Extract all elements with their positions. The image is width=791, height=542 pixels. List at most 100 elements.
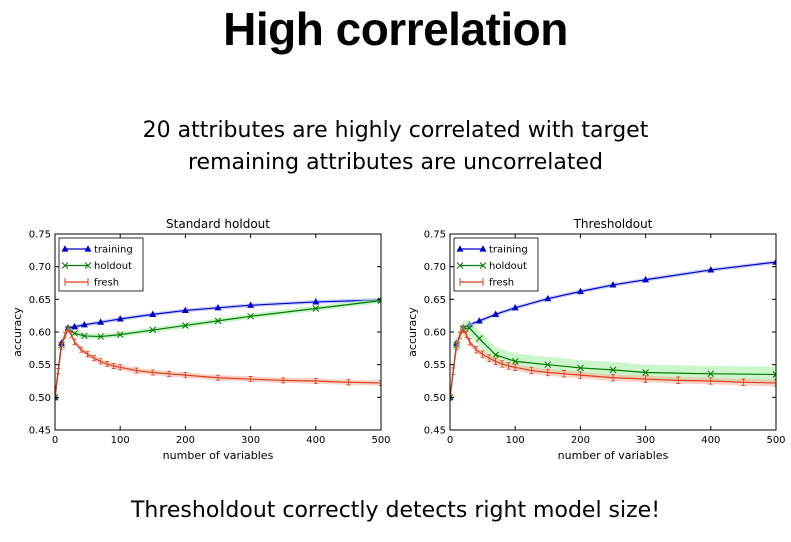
errorbar-fresh [562,370,567,378]
y-axis-label: accuracy [406,307,419,357]
errorbar-fresh [134,367,139,374]
y-tick-label: 0.70 [29,262,51,273]
errorbar-fresh [379,379,381,386]
point-training [707,266,715,273]
y-tick-label: 0.50 [424,393,446,404]
line-fresh [55,328,381,398]
errorbar-fresh [451,367,456,375]
point-training [642,275,650,283]
y-tick-label: 0.45 [424,426,446,437]
point-training [544,294,552,302]
legend-label-training: training [94,245,133,256]
point-holdout [577,364,584,372]
errorbar-fresh [216,374,220,381]
y-tick-label: 0.60 [29,328,51,339]
slide-subtitle-line-2: remaining attributes are uncorrelated [188,150,603,175]
point-holdout [475,335,483,342]
legend-label-holdout: holdout [94,261,132,272]
point-training [576,287,584,295]
x-tick-label: 300 [241,435,260,446]
y-tick-label: 0.45 [29,426,51,437]
band-holdout [450,320,776,406]
point-training [71,322,79,330]
point-training [492,310,500,317]
legend-marker-holdout [456,262,464,269]
point-holdout [55,393,59,401]
errorbar-fresh [741,378,746,386]
errorbar-fresh [313,377,318,385]
errorbar-fresh [167,370,172,377]
errorbar-fresh [467,338,472,346]
chart-standard-holdout: Standard holdout 0 100 200 300 400 500 0.45 0.50… [11,217,391,462]
errorbar-fresh [56,368,61,375]
errorbar-fresh [461,325,466,334]
errorbar-fresh [281,377,286,384]
y-tick-label: 0.60 [424,328,446,339]
band-holdout [55,298,381,400]
errorbar-fresh [248,376,253,383]
errorbar-fresh [454,342,459,351]
y-tick-label: 0.75 [29,230,51,241]
point-holdout [247,312,254,320]
errorbar-fresh [487,354,492,362]
x-tick-label: 100 [506,435,525,446]
x-tick-label: 400 [701,435,720,446]
errorbar-fresh [500,360,505,368]
slide-title: High correlation [223,3,568,55]
legend-marker-holdout [61,262,69,269]
legend-marker-holdout [84,262,92,269]
errorbar-fresh [85,351,90,358]
plot-area [450,258,776,406]
point-training [80,321,88,328]
x-tick-label: 200 [176,435,195,446]
legend: training holdout fresh [453,237,539,292]
errorbar-fresh [457,331,462,339]
errorbar-fresh [529,366,534,375]
errorbar-fresh [545,368,550,377]
errorbar-fresh [450,393,452,401]
y-tick-label: 0.55 [424,360,446,371]
point-holdout [544,361,552,369]
x-axis-label: number of variables [558,449,669,462]
errorbar-fresh [105,361,110,368]
y-tick-label: 0.75 [424,230,446,241]
legend-label-training: training [489,245,528,256]
plot-area [55,296,381,401]
errorbar-fresh [611,374,615,382]
legend-marker-holdout [479,262,487,269]
x-tick-label: 500 [766,435,785,446]
errorbar-fresh [774,379,776,387]
errorbar-fresh [72,338,77,345]
y-tick-label: 0.70 [424,262,446,273]
point-holdout [492,351,499,359]
x-tick-label: 100 [111,435,130,446]
errorbar-fresh [513,363,518,371]
errorbar-fresh [62,332,67,339]
point-holdout [312,305,320,312]
errorbar-fresh [474,345,479,354]
errorbar-fresh [111,362,116,369]
legend: training holdout fresh [58,237,144,292]
errorbar-fresh [493,357,498,366]
point-training [247,301,255,308]
point-holdout [772,371,776,378]
legend-marker-training [479,245,487,252]
legend-label-fresh: fresh [94,278,119,289]
chart-thresholdout: Thresholdout 0 100 200 300 400 500 0.45 0.50 0.55… [406,217,786,462]
point-holdout [116,331,124,338]
errorbar-fresh [118,364,123,371]
band-fresh [450,326,776,401]
y-tick-label: 0.55 [29,360,51,371]
chart-title: Thresholdout [573,217,653,231]
y-tick-label: 0.65 [424,295,446,306]
slide-subtitle-line-1: 20 attributes are highly correlated with… [142,118,649,143]
point-holdout [609,366,617,374]
point-training [97,318,105,325]
legend-marker-training [456,245,464,252]
errorbar-fresh [79,346,84,353]
legend-label-fresh: fresh [489,278,514,289]
point-holdout [182,322,189,329]
errorbar-fresh [643,375,648,383]
x-axis-label: number of variables [163,449,274,462]
y-axis-label: accuracy [11,307,24,357]
